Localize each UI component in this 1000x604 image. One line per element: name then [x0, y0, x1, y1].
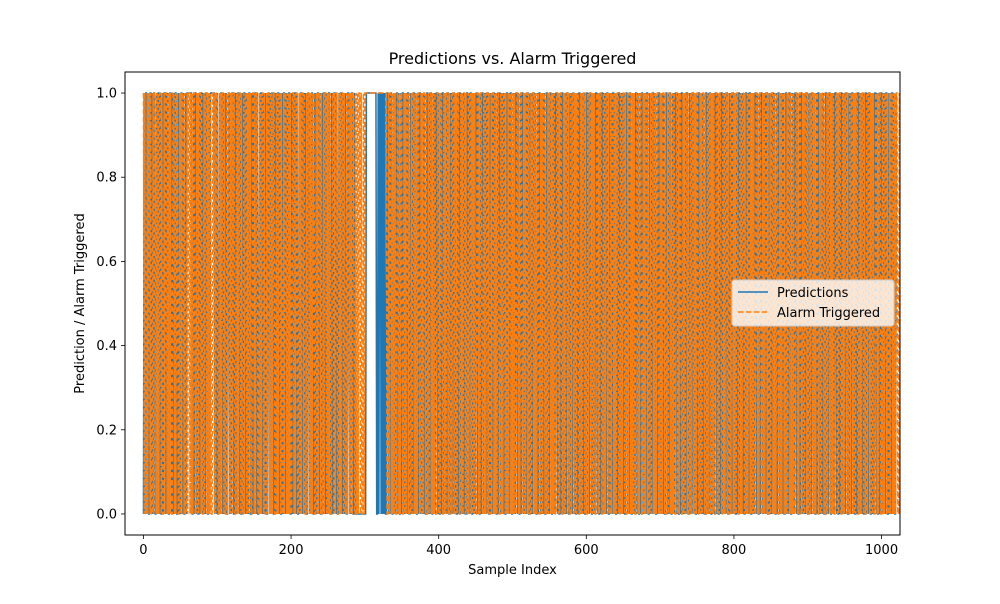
y-tick-label: 0.8 [96, 171, 117, 186]
plot-frame [124, 71, 901, 536]
x-tick-label: 0 [139, 543, 147, 558]
y-tick-label: 1.0 [96, 87, 117, 102]
legend: Predictions Alarm Triggered [731, 279, 895, 327]
x-tick-label: 1000 [865, 543, 898, 558]
y-axis-label: Prediction / Alarm Triggered [73, 213, 88, 393]
x-axis-ticks: 0 200 400 600 800 1000 [139, 535, 898, 558]
y-tick-label: 0.2 [96, 423, 117, 438]
x-tick-label: 200 [279, 543, 304, 558]
x-axis-label: Sample Index [468, 563, 557, 578]
chart-title: Predictions vs. Alarm Triggered [389, 49, 637, 68]
x-tick-label: 400 [426, 543, 451, 558]
y-tick-label: 0.4 [96, 339, 117, 354]
x-tick-label: 800 [722, 543, 747, 558]
legend-label-alarm-triggered: Alarm Triggered [777, 306, 880, 321]
y-axis-ticks: 0.0 0.2 0.4 0.6 0.8 1.0 [96, 87, 125, 522]
series-layer [142, 92, 900, 515]
y-tick-label: 0.0 [96, 507, 117, 522]
series-line-alarm-triggered [142, 92, 900, 515]
y-tick-label: 0.6 [96, 255, 117, 270]
legend-box [731, 279, 895, 327]
x-tick-label: 600 [574, 543, 599, 558]
legend-label-predictions: Predictions [777, 286, 849, 301]
